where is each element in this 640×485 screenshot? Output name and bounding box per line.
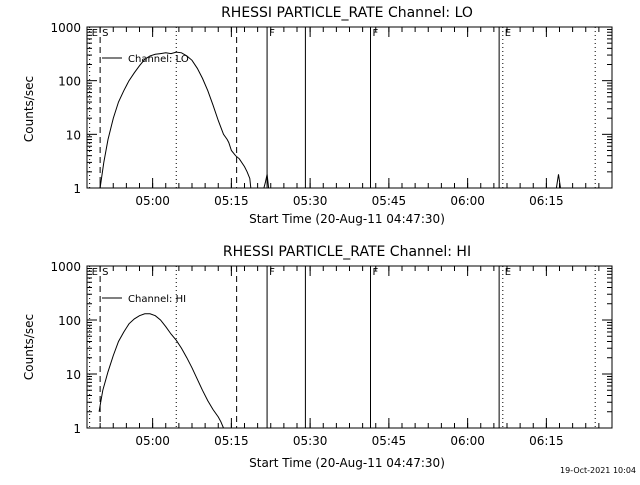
- y-axis-label: Counts/sec: [22, 314, 36, 380]
- x-tick-label: 05:15: [214, 194, 249, 208]
- chart-title: RHESSI PARTICLE_RATE Channel: HI: [223, 244, 471, 260]
- series-line: [555, 174, 561, 189]
- x-tick-label: 05:00: [135, 194, 170, 208]
- x-tick-label: 05:30: [293, 434, 328, 448]
- event-marker-label: E: [92, 28, 98, 39]
- x-tick-label: 06:00: [450, 434, 485, 448]
- event-marker-label: E: [92, 267, 98, 278]
- plot-frame: [86, 265, 613, 429]
- plot-date-stamp: 19-Oct-2021 10:04: [560, 466, 636, 475]
- event-marker-label: E: [505, 267, 511, 278]
- y-tick-label: 10: [66, 368, 81, 382]
- x-tick-label: 06:15: [529, 194, 564, 208]
- event-marker-label: F: [269, 28, 275, 39]
- y-tick-label: 100: [58, 314, 81, 328]
- plot-frame: [86, 26, 613, 189]
- event-marker-label: F: [373, 267, 379, 278]
- event-marker-label: E: [505, 28, 511, 39]
- event-marker-label: S: [102, 28, 108, 39]
- series-line: [98, 313, 224, 429]
- panel-lo: RHESSI PARTICLE_RATE Channel: LO Counts/…: [22, 5, 613, 226]
- x-tick-label: 05:00: [135, 434, 170, 448]
- series-line: [99, 51, 252, 189]
- y-axis-label: Counts/sec: [22, 76, 36, 142]
- y-tick-label: 1: [73, 182, 81, 196]
- event-marker-label: F: [269, 267, 275, 278]
- x-tick-label: 06:00: [450, 194, 485, 208]
- x-tick-label: 05:45: [372, 194, 407, 208]
- x-axis-label: Start Time (20-Aug-11 04:47:30): [249, 456, 445, 470]
- y-tick-label: 1: [73, 422, 81, 436]
- y-tick-label: 100: [58, 75, 81, 89]
- y-tick-label: 10: [66, 128, 81, 142]
- event-marker-label: S: [102, 267, 108, 278]
- x-tick-label: 05:45: [372, 434, 407, 448]
- y-tick-label: 1000: [50, 21, 81, 35]
- event-marker-label: F: [373, 28, 379, 39]
- x-tick-label: 05:30: [293, 194, 328, 208]
- series-line: [263, 174, 270, 189]
- legend-label: Channel: HI: [128, 294, 186, 305]
- y-tick-label: 1000: [50, 260, 81, 274]
- panel-hi: RHESSI PARTICLE_RATE Channel: HI Counts/…: [22, 244, 613, 470]
- x-axis-label: Start Time (20-Aug-11 04:47:30): [249, 212, 445, 226]
- legend-label: Channel: LO: [128, 54, 189, 65]
- x-tick-label: 05:15: [214, 434, 249, 448]
- x-tick-label: 06:15: [529, 434, 564, 448]
- chart-title: RHESSI PARTICLE_RATE Channel: LO: [221, 5, 473, 21]
